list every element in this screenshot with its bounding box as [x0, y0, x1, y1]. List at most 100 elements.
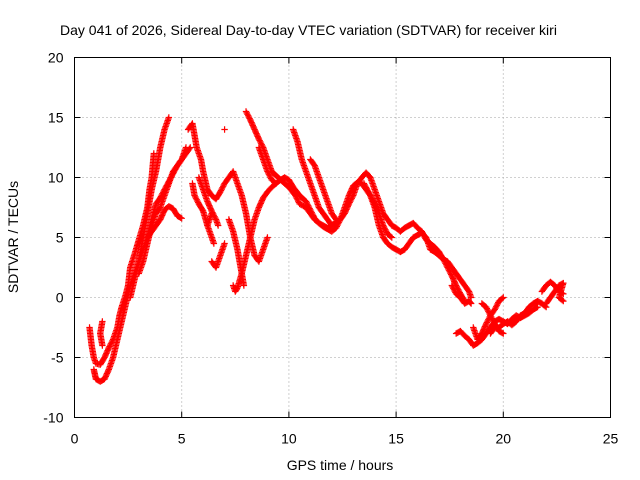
data-point — [246, 115, 253, 122]
data-point — [257, 138, 264, 146]
series-arc-d — [127, 114, 173, 301]
data-point — [250, 123, 257, 130]
data-point — [101, 352, 109, 360]
data-point — [482, 303, 490, 311]
data-point — [490, 317, 497, 325]
series-arc-r — [307, 156, 340, 223]
data-point — [104, 347, 111, 354]
data-point — [217, 188, 224, 196]
data-point — [101, 374, 109, 381]
data-point — [387, 233, 394, 240]
series-arc-t — [448, 282, 475, 307]
data-point — [191, 192, 198, 199]
series-arc-m — [225, 216, 248, 289]
data-point — [204, 198, 211, 205]
data-point — [328, 222, 335, 229]
data-point — [182, 144, 190, 151]
data-marks — [86, 108, 567, 385]
data-point — [348, 195, 355, 202]
data-point — [208, 210, 215, 217]
data-point — [346, 199, 353, 206]
data-point — [249, 122, 256, 129]
data-point — [481, 323, 489, 330]
data-point — [467, 300, 475, 307]
data-point — [221, 126, 228, 133]
data-point — [193, 196, 200, 203]
series-arc-f — [144, 144, 190, 241]
data-point — [560, 290, 567, 298]
data-point — [247, 116, 254, 124]
x-axis-label: GPS time / hours — [287, 457, 394, 473]
data-point — [192, 193, 199, 201]
data-point — [102, 373, 109, 380]
data-point — [259, 142, 266, 150]
data-point — [240, 282, 248, 289]
series-arc-q — [289, 126, 335, 229]
y-tick-label: 10 — [48, 170, 64, 186]
data-point — [214, 222, 222, 229]
data-point — [294, 196, 301, 203]
data-point — [107, 340, 115, 347]
data-point — [500, 330, 507, 337]
data-point — [248, 120, 256, 128]
data-point — [450, 285, 457, 292]
data-point — [159, 190, 166, 197]
data-point — [344, 203, 351, 210]
data-point — [157, 193, 165, 200]
data-point — [178, 215, 185, 222]
data-point — [264, 168, 271, 175]
data-point — [244, 112, 252, 119]
data-point — [158, 212, 166, 219]
data-point — [342, 208, 349, 216]
grid-layer — [74, 57, 611, 418]
data-point — [106, 343, 113, 350]
data-point — [104, 369, 111, 376]
data-point — [101, 354, 108, 361]
data-point — [499, 295, 506, 302]
data-point — [265, 171, 273, 178]
data-point — [388, 234, 396, 241]
data-point — [447, 271, 455, 278]
data-point — [494, 300, 501, 308]
data-point — [194, 197, 201, 205]
data-point — [192, 195, 200, 202]
y-tick-label: -5 — [51, 350, 64, 366]
data-point — [451, 279, 459, 286]
data-point — [266, 172, 273, 179]
data-point — [482, 320, 490, 328]
data-point — [484, 306, 491, 314]
data-point — [218, 185, 225, 193]
y-tick-label: 0 — [56, 290, 64, 306]
data-point — [247, 118, 255, 125]
data-point — [258, 197, 266, 204]
data-point — [103, 348, 111, 356]
data-point — [448, 272, 456, 280]
data-point — [292, 192, 299, 199]
data-point — [481, 324, 488, 332]
data-point — [366, 190, 373, 198]
data-point — [467, 294, 475, 301]
data-point — [332, 215, 339, 222]
series-arc-j — [204, 210, 215, 229]
data-point — [159, 210, 166, 218]
data-point — [158, 191, 165, 199]
y-tick-label: 15 — [48, 110, 64, 126]
data-point — [534, 303, 541, 311]
data-point — [254, 133, 261, 140]
data-point — [257, 200, 264, 207]
data-point — [101, 375, 108, 383]
data-point — [489, 316, 496, 323]
data-point — [257, 140, 265, 147]
y-tick-label: -10 — [43, 410, 63, 426]
y-tick-label: 5 — [56, 230, 64, 246]
data-point — [157, 214, 165, 222]
data-point — [253, 131, 261, 139]
series-arc-k — [208, 240, 228, 271]
data-point — [480, 326, 487, 333]
data-point — [258, 141, 265, 148]
data-point — [347, 197, 354, 205]
data-point — [165, 114, 173, 121]
data-point — [452, 280, 459, 288]
data-point — [204, 199, 212, 207]
data-point — [349, 193, 356, 201]
